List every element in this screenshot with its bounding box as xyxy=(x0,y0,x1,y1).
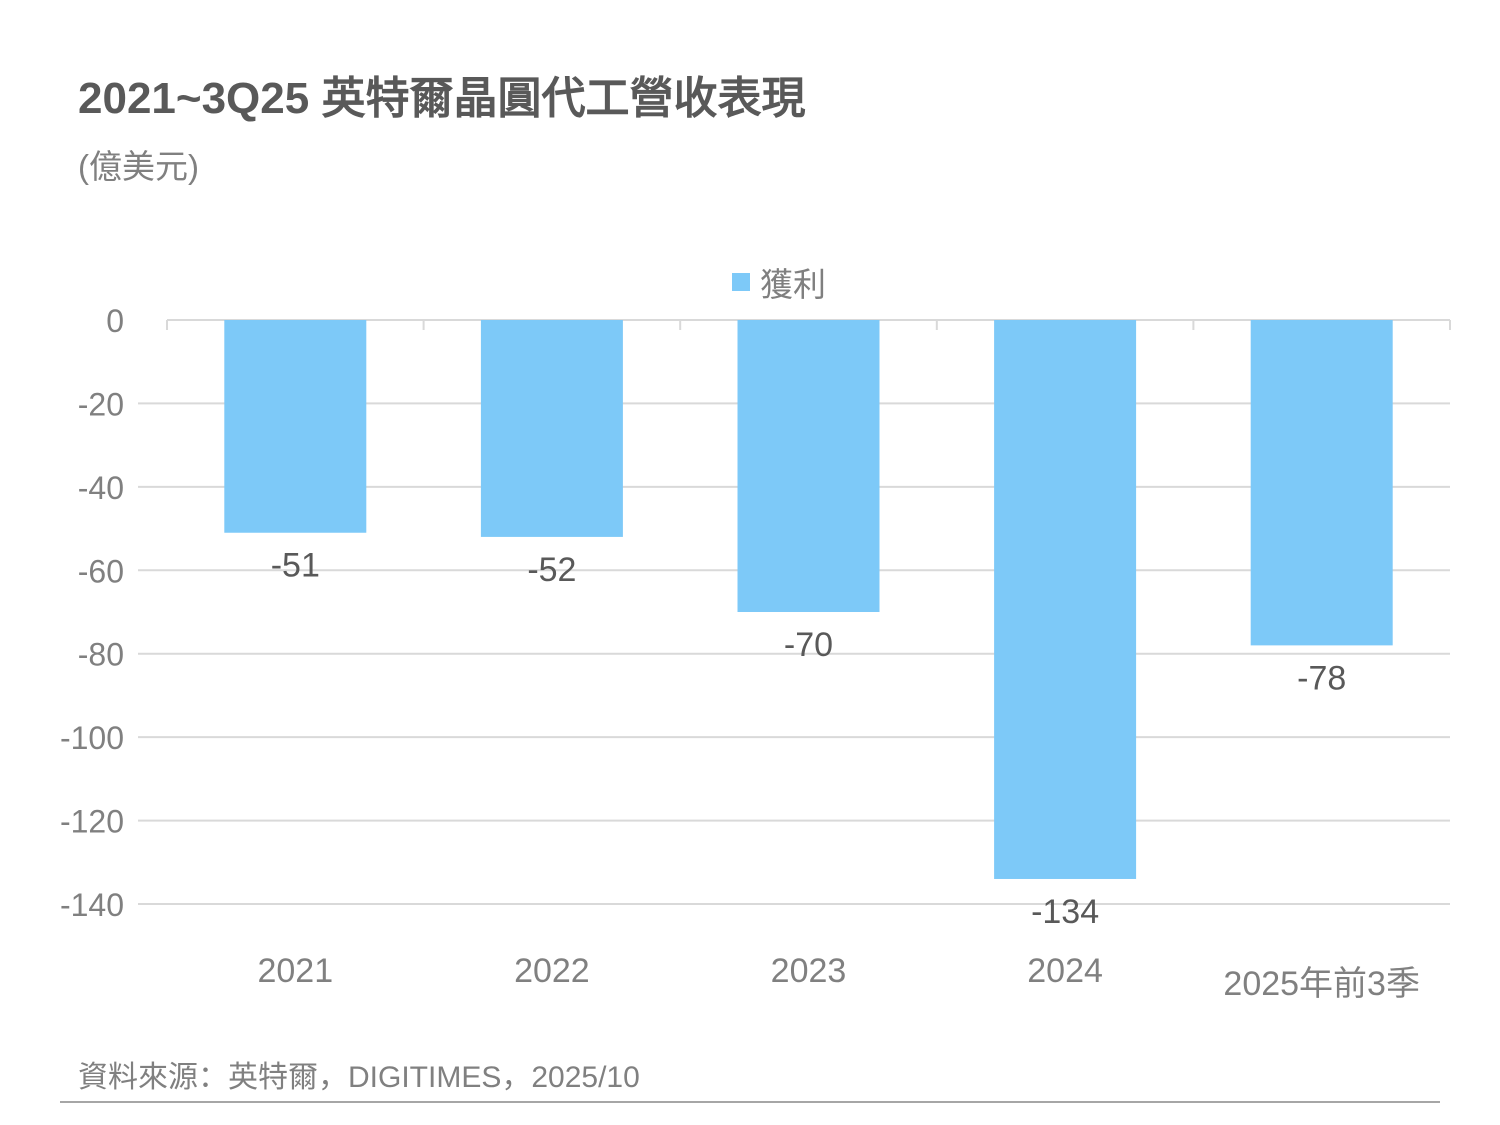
bar-chart: 0-20-40-60-80-100-120-140 -51 -52-70-134-… xyxy=(60,303,1451,1003)
unit-subtitle: (億美元) xyxy=(78,148,199,185)
data-label: -70 xyxy=(784,626,833,664)
y-tick-label: -20 xyxy=(78,386,124,422)
legend-label: 獲利 xyxy=(760,266,826,303)
bottom-divider xyxy=(60,1101,1440,1103)
x-tick-label: 2022 xyxy=(514,952,590,990)
x-axis-ticks: 2021 2022 2023 2024 2025年前3季 xyxy=(257,952,1419,1003)
y-tick-label: 0 xyxy=(106,303,124,339)
data-label: -51 xyxy=(271,547,320,585)
y-axis-ticks: 0 -20 -40 -60 -80 -100 -120 -140 xyxy=(60,303,124,923)
x-tick-label: 2024 xyxy=(1027,952,1103,990)
bar xyxy=(480,320,623,537)
y-tick-label: -40 xyxy=(78,470,124,506)
legend: 獲利 xyxy=(732,258,826,306)
y-tick-label: -80 xyxy=(78,637,124,673)
x-tick-label: 2025年前3季 xyxy=(1223,965,1420,1003)
bars xyxy=(224,320,1393,879)
y-tick-label: -140 xyxy=(60,887,124,923)
data-label: -78 xyxy=(1297,659,1346,697)
x-tick-label: 2021 xyxy=(257,952,333,990)
bar xyxy=(1250,320,1393,646)
data-label: -52 xyxy=(527,551,576,589)
y-tick-label: -60 xyxy=(78,553,124,589)
bar xyxy=(224,320,367,533)
y-tick-label: -120 xyxy=(60,804,124,840)
x-tick-label: 2023 xyxy=(771,952,847,990)
bar xyxy=(737,320,880,612)
source-note: 資料來源：英特爾，DIGITIMES，2025/10 xyxy=(78,1061,640,1094)
data-labels: -51 -52 -70 -134 -78 xyxy=(271,547,1347,931)
legend-swatch xyxy=(732,273,750,291)
y-tick-label: -100 xyxy=(60,720,124,756)
data-label: -134 xyxy=(1031,893,1099,931)
chart-title: 2021~3Q25 英特爾晶圓代工營收表現 xyxy=(78,74,806,123)
bar xyxy=(994,320,1137,879)
